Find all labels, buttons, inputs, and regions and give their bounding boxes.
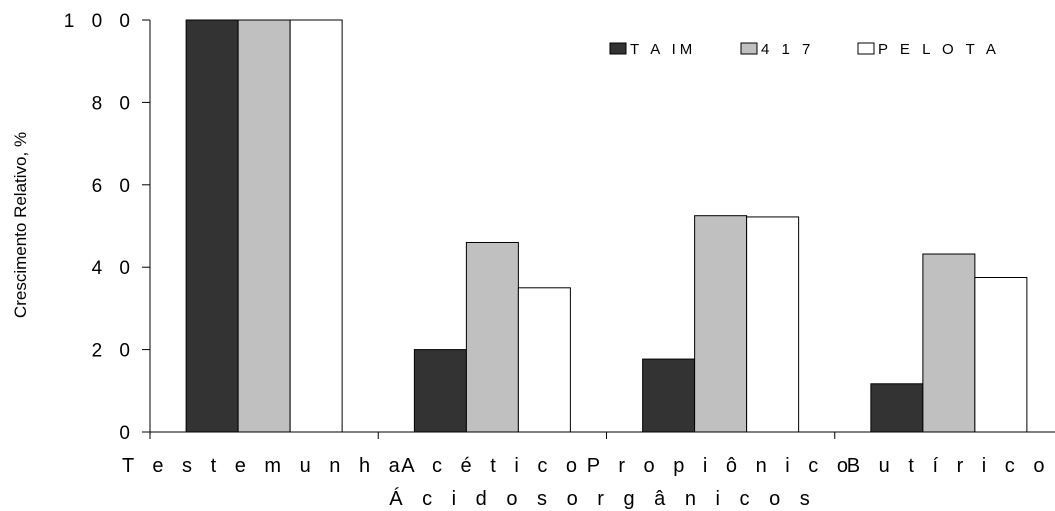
legend-label: P E L O T A bbox=[878, 41, 1000, 58]
bar bbox=[642, 358, 696, 433]
bar bbox=[922, 253, 976, 433]
legend: T A IM 4 1 7 P E L O T A bbox=[609, 41, 1000, 58]
legend-swatch bbox=[609, 42, 627, 55]
y-axis-title: Crescimento Relativo, % bbox=[11, 132, 30, 318]
bar bbox=[517, 287, 571, 433]
legend-label: 4 1 7 bbox=[761, 41, 814, 58]
legend-swatch bbox=[857, 42, 875, 55]
x-category-label: A c é t i c o bbox=[401, 455, 583, 477]
x-axis-title: Á c i d o s o r g â n i c o s bbox=[389, 487, 817, 510]
y-tick-label: 0 bbox=[119, 423, 136, 444]
bar bbox=[413, 349, 467, 433]
y-tick-label: 4 0 bbox=[92, 258, 136, 279]
bar bbox=[746, 216, 800, 433]
x-category-label: B u t í r i c o bbox=[847, 455, 1051, 477]
y-tick-label: 8 0 bbox=[92, 93, 136, 114]
legend-swatch bbox=[740, 42, 758, 55]
bars bbox=[185, 19, 1028, 433]
bar bbox=[974, 277, 1028, 433]
bar bbox=[289, 19, 343, 433]
bar bbox=[185, 19, 239, 433]
y-tick-label: 2 0 bbox=[92, 341, 136, 362]
x-category-label: P r o p i ô n i c o bbox=[587, 455, 855, 477]
bar bbox=[237, 19, 291, 433]
legend-label: T A IM bbox=[630, 41, 696, 58]
y-tick-label: 1 0 0 bbox=[64, 11, 136, 32]
x-category-label: T e s t e m u n h a bbox=[122, 455, 406, 477]
bar bbox=[694, 215, 748, 433]
y-axis: 0 2 0 4 0 6 0 8 0 1 0 0 bbox=[64, 11, 151, 444]
bar bbox=[870, 383, 924, 433]
y-tick-label: 6 0 bbox=[92, 176, 136, 197]
bar bbox=[465, 241, 519, 433]
